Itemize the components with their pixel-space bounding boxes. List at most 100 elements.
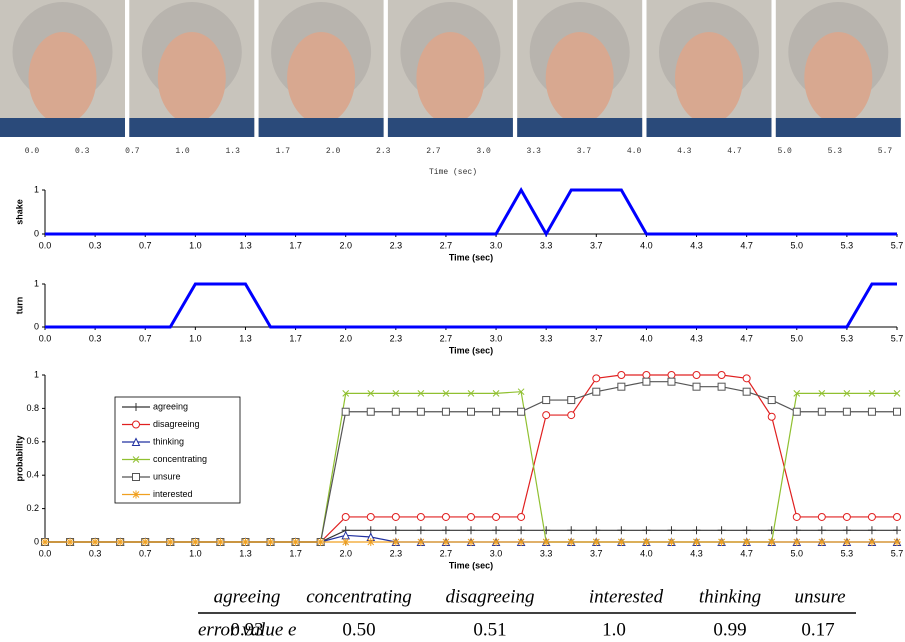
legend-label: interested (153, 489, 193, 499)
marker (517, 526, 526, 535)
marker (341, 407, 350, 416)
x-tick-label: 2.3 (390, 240, 403, 250)
marker (517, 512, 526, 521)
y-tick-label: 0 (34, 228, 39, 238)
face (545, 32, 614, 124)
x-axis-label: Time (sec) (449, 252, 493, 262)
marker (717, 538, 726, 546)
face (157, 32, 226, 124)
marker (692, 371, 701, 379)
marker (767, 538, 776, 546)
marker (316, 538, 325, 546)
frame-time-label: 0.7 (125, 147, 140, 156)
table-header: disagreeing (445, 586, 534, 607)
legend-marker (132, 420, 140, 429)
marker (868, 390, 876, 397)
marker (66, 538, 75, 546)
marker (266, 538, 275, 546)
marker (542, 396, 551, 405)
marker (867, 512, 876, 521)
marker (517, 407, 526, 416)
marker (492, 526, 501, 535)
marker (592, 526, 601, 535)
frame-time-label: 4.7 (727, 147, 742, 156)
marker (567, 411, 576, 420)
y-tick-label: 0.4 (26, 470, 39, 480)
marker (767, 412, 776, 421)
x-tick-label: 3.7 (590, 240, 603, 250)
table-cell: 0.51 (473, 619, 506, 640)
face (28, 32, 97, 124)
x-tick-label: 4.0 (640, 333, 653, 343)
table-header: unsure (794, 586, 845, 607)
marker (441, 407, 450, 416)
x-tick-label: 2.0 (339, 548, 352, 558)
face (675, 32, 743, 124)
marker (842, 526, 851, 535)
x-tick-label: 5.3 (841, 240, 854, 250)
shirt (129, 118, 255, 137)
shirt (646, 118, 772, 137)
marker (617, 382, 626, 391)
marker (792, 407, 801, 416)
x-tick-label: 2.7 (440, 548, 453, 558)
shirt (0, 118, 125, 137)
row-label: error value e (198, 619, 297, 640)
marker (642, 377, 651, 386)
y-tick-label: 0.6 (26, 436, 39, 446)
x-tick-label: 2.7 (440, 240, 453, 250)
marker (291, 538, 300, 546)
marker (667, 377, 676, 386)
shirt (258, 118, 384, 137)
marker (467, 407, 475, 416)
marker (542, 538, 551, 546)
face (416, 32, 485, 124)
marker (366, 538, 375, 546)
face (804, 32, 873, 124)
marker (742, 374, 751, 383)
legend-marker (131, 437, 141, 446)
x-tick-label: 0.7 (139, 240, 152, 250)
marker (342, 390, 350, 397)
marker (667, 371, 676, 379)
frame-time-label: 1.3 (226, 147, 241, 156)
marker (416, 526, 425, 535)
marker (842, 407, 851, 416)
x-tick-label: 0.7 (139, 333, 152, 343)
video-frames (0, 0, 901, 137)
marker (492, 390, 500, 397)
marker (767, 396, 776, 405)
marker (742, 526, 751, 535)
marker (667, 526, 676, 535)
x-tick-label: 5.3 (841, 333, 854, 343)
marker (441, 526, 450, 535)
marker (592, 374, 601, 383)
marker (792, 526, 801, 535)
y-tick-label: 0.8 (26, 403, 39, 413)
legend-marker (132, 456, 140, 463)
marker (542, 411, 551, 420)
marker (567, 538, 576, 546)
marker (867, 407, 876, 416)
marker (893, 526, 901, 535)
x-tick-label: 3.0 (490, 548, 503, 558)
marker (817, 407, 826, 416)
x-tick-label: 1.3 (239, 240, 252, 250)
legend-label: unsure (153, 471, 181, 481)
marker (241, 538, 250, 546)
frame-time-label: 1.7 (276, 147, 291, 156)
marker (867, 526, 876, 535)
x-tick-label: 1.7 (289, 333, 302, 343)
y-tick-label: 1 (34, 369, 39, 379)
x-tick-label: 4.0 (640, 240, 653, 250)
marker (842, 538, 851, 546)
legend-marker (132, 403, 140, 411)
marker (567, 396, 576, 405)
x-tick-label: 2.7 (440, 333, 453, 343)
x-tick-label: 4.3 (690, 240, 703, 250)
x-tick-label: 2.3 (390, 548, 403, 558)
legend-box (114, 396, 241, 504)
marker (817, 512, 826, 521)
legend-label: concentrating (153, 454, 207, 464)
marker (492, 512, 501, 521)
